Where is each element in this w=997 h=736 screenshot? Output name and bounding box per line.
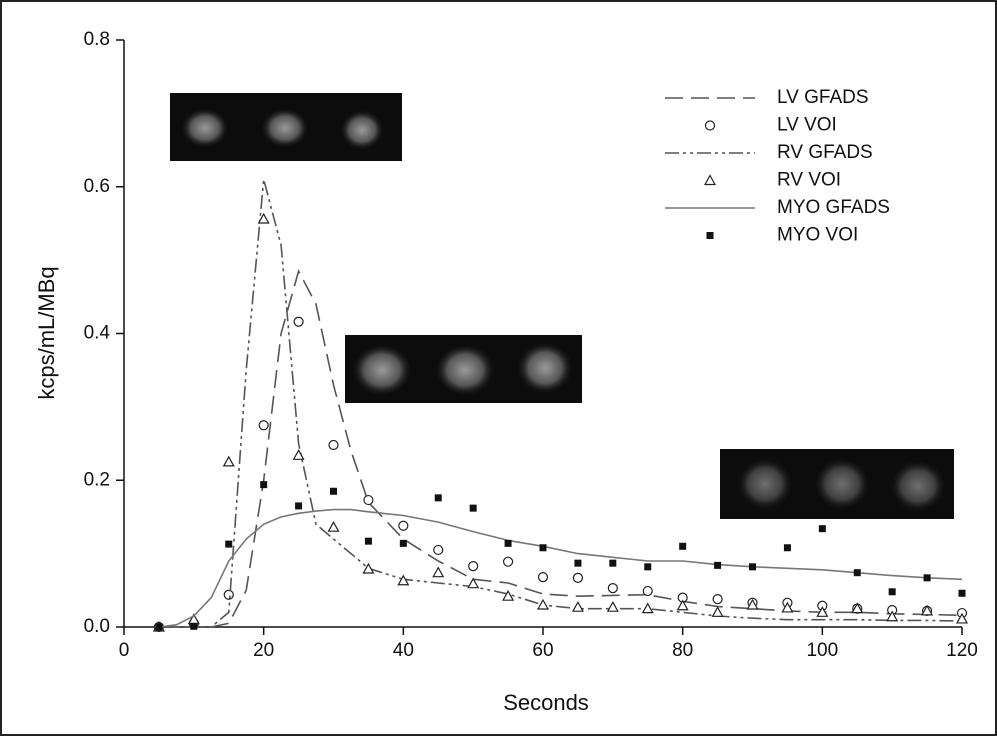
legend-label: MYO GFADS (777, 197, 890, 218)
y-tick-label: 0.8 (84, 29, 110, 50)
triangle-marker (327, 520, 340, 532)
triangle-marker (851, 602, 864, 614)
inset-blob (814, 458, 870, 510)
inset-blob (340, 110, 384, 150)
legend-label: LV VOI (777, 115, 837, 136)
x-tick-label: 100 (806, 640, 838, 661)
inset-blob (261, 108, 309, 148)
y-axis-title: kcps/mL/MBq (34, 266, 59, 399)
triangle-marker (641, 602, 654, 614)
x-tick-label: 60 (532, 640, 553, 661)
y-tick-label: 0.0 (84, 616, 110, 637)
inset-blob (435, 344, 495, 396)
square-marker (399, 539, 407, 547)
square-marker (609, 559, 617, 567)
triangle-marker (571, 600, 584, 612)
legend-label: LV GFADS (777, 87, 869, 108)
triangle-marker (467, 577, 480, 589)
circle-marker (223, 589, 234, 600)
x-tick-label: 80 (672, 640, 693, 661)
inset-blob (517, 342, 573, 394)
x-tick-label: 40 (393, 640, 414, 661)
inset-blob (352, 344, 412, 396)
square-marker (155, 623, 163, 631)
triangle-marker (257, 212, 270, 224)
circle-marker (712, 594, 723, 605)
triangle-marker (502, 589, 515, 601)
square-marker (749, 563, 756, 571)
circle-marker (607, 583, 618, 594)
square-marker (295, 502, 303, 510)
square-marker (539, 544, 547, 552)
y-tick-label: 0.4 (84, 323, 111, 344)
circle-marker (363, 494, 374, 506)
square-marker (888, 588, 896, 596)
triangle-marker (746, 598, 759, 610)
circle-marker (502, 556, 514, 567)
circle-marker (642, 585, 653, 597)
triangle-marker (955, 612, 969, 624)
inset-blob (181, 108, 229, 148)
square-marker (706, 232, 714, 239)
triangle-marker (921, 604, 934, 616)
series-line (158, 268, 963, 628)
square-marker (644, 563, 652, 571)
circle-marker (433, 544, 444, 556)
circle-marker (258, 420, 269, 431)
triangle-marker (362, 562, 375, 574)
legend-label: RV VOI (777, 170, 841, 191)
circle-marker (537, 572, 549, 583)
circle-marker (398, 520, 409, 531)
triangle-marker (816, 606, 829, 617)
series-line (158, 508, 963, 628)
square-marker (504, 539, 512, 547)
legend-label: RV GFADS (777, 142, 873, 163)
triangle-marker (886, 610, 899, 622)
triangle-marker (711, 606, 724, 617)
square-marker (364, 537, 372, 545)
circle-marker (468, 560, 479, 572)
triangle-marker (703, 174, 717, 186)
circle-marker (704, 120, 716, 131)
y-tick-label: 0.2 (84, 469, 110, 490)
triangle-marker (606, 600, 619, 612)
square-marker (225, 540, 233, 548)
legend-label: MYO VOI (777, 225, 858, 246)
square-marker (923, 574, 931, 582)
triangle-marker (222, 455, 235, 467)
x-tick-label: 20 (253, 640, 274, 661)
inset-images (170, 93, 954, 519)
square-marker (679, 542, 687, 550)
x-axis-title: Seconds (503, 690, 589, 715)
square-marker (818, 525, 826, 533)
square-marker (958, 589, 966, 597)
square-marker (574, 559, 582, 567)
circle-marker (328, 439, 339, 451)
triangle-marker (781, 601, 794, 613)
circle-marker (572, 572, 584, 583)
x-tick-label: 0 (119, 640, 130, 661)
square-marker (330, 487, 337, 495)
square-marker (853, 569, 861, 577)
inset-blob (890, 460, 946, 512)
square-marker (434, 494, 442, 502)
square-marker (469, 504, 477, 512)
square-marker (260, 481, 268, 489)
square-marker (190, 622, 198, 630)
triangle-marker (397, 574, 410, 586)
series-line (158, 179, 963, 628)
triangle-marker (432, 566, 445, 578)
inset-blob (737, 458, 793, 510)
circle-marker (293, 316, 304, 327)
x-tick-label: 120 (946, 640, 978, 661)
triangle-marker (676, 599, 689, 611)
square-marker (714, 561, 722, 569)
triangle-marker (292, 449, 305, 460)
square-marker (783, 544, 791, 552)
triangle-marker (536, 598, 550, 610)
y-tick-label: 0.6 (84, 176, 110, 197)
